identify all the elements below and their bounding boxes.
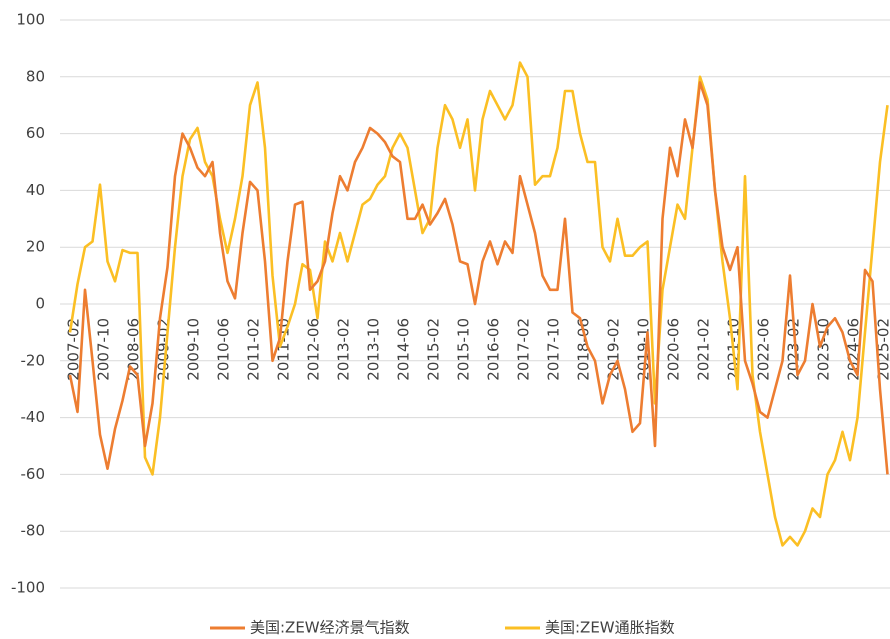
- y-tick-label: 60: [26, 124, 45, 142]
- x-tick-label: 2020-06: [665, 318, 683, 381]
- series-line: [68, 61, 889, 547]
- x-tick-label: 2011-02: [245, 318, 263, 381]
- x-tick-label: 2010-06: [215, 318, 233, 381]
- x-tick-label: 2007-02: [65, 318, 83, 381]
- x-tick-label: 2021-02: [695, 318, 713, 381]
- x-tick-label: 2016-06: [485, 318, 503, 381]
- y-tick-label: -80: [21, 522, 46, 540]
- x-tick-label: 2018-06: [575, 318, 593, 381]
- y-tick-label: 80: [26, 67, 45, 85]
- y-tick-label: -100: [11, 579, 45, 597]
- x-tick-label: 2009-10: [185, 318, 203, 381]
- x-tick-label: 2015-02: [425, 318, 443, 381]
- y-tick-label: 0: [35, 295, 45, 313]
- x-tick-label: 2013-10: [365, 318, 383, 381]
- series-line: [68, 81, 889, 475]
- x-tick-label: 2012-06: [305, 318, 323, 381]
- x-tick-label: 2013-02: [335, 318, 353, 381]
- y-tick-label: 100: [16, 11, 45, 29]
- legend-label: 美国:ZEW通胀指数: [545, 619, 675, 637]
- y-tick-label: -60: [21, 465, 46, 483]
- x-tick-label: 2008-06: [125, 318, 143, 381]
- x-tick-label: 2015-10: [455, 318, 473, 381]
- x-tick-label: 2017-02: [515, 318, 533, 381]
- y-tick-label: 40: [26, 181, 45, 199]
- x-tick-label: 2022-06: [755, 318, 773, 381]
- y-tick-label: -20: [21, 351, 46, 369]
- y-tick-label: 20: [26, 238, 45, 256]
- y-tick-label: -40: [21, 408, 46, 426]
- legend-label: 美国:ZEW经济景气指数: [250, 619, 410, 637]
- x-tick-label: 2014-06: [395, 318, 413, 381]
- x-tick-label: 2007-10: [95, 318, 113, 381]
- x-tick-label: 2017-10: [545, 318, 563, 381]
